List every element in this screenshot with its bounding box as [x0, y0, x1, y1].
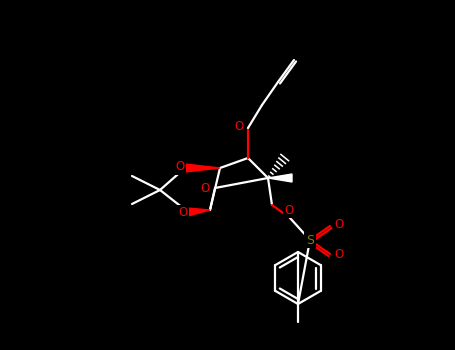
Text: O: O: [284, 203, 293, 217]
Text: O: O: [334, 218, 344, 231]
Text: O: O: [200, 182, 210, 196]
Text: O: O: [334, 248, 344, 261]
Text: S: S: [306, 233, 314, 246]
Text: O: O: [178, 206, 187, 219]
Text: O: O: [175, 161, 185, 174]
Polygon shape: [187, 208, 210, 216]
Polygon shape: [268, 174, 292, 182]
Text: O: O: [234, 119, 243, 133]
Polygon shape: [185, 164, 220, 172]
